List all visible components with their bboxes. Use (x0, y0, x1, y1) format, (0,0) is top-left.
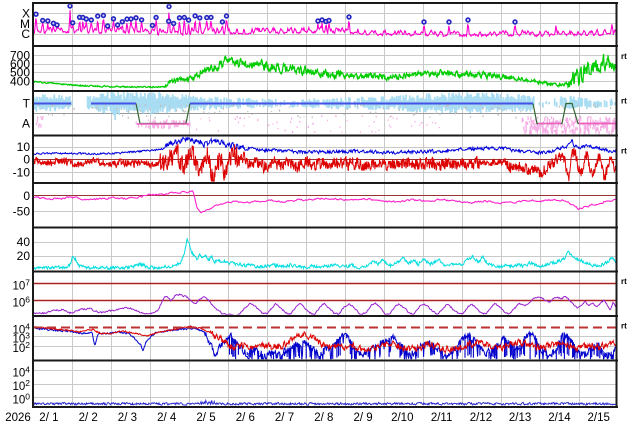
svg-text:2/ 1: 2/ 1 (39, 412, 58, 424)
svg-text:rt: rt (621, 97, 627, 106)
svg-text:400: 400 (10, 74, 30, 88)
svg-text:2/ 3: 2/ 3 (118, 412, 137, 424)
svg-text:2/ 4: 2/ 4 (157, 412, 177, 424)
svg-text:rt: rt (621, 52, 627, 61)
svg-text:rt: rt (621, 277, 627, 286)
svg-text:2/11: 2/11 (431, 412, 453, 424)
svg-text:600: 600 (10, 57, 30, 71)
svg-text:2/12: 2/12 (470, 412, 492, 424)
svg-text:-50: -50 (13, 205, 31, 219)
svg-text:2/13: 2/13 (509, 412, 531, 424)
svg-text:rt: rt (621, 322, 627, 331)
svg-text:X: X (22, 7, 30, 21)
svg-text:0: 0 (23, 153, 30, 167)
svg-text:2/ 8: 2/ 8 (314, 412, 333, 424)
svg-text:2/14: 2/14 (548, 412, 571, 424)
svg-text:rt: rt (621, 147, 627, 156)
svg-text:20: 20 (17, 249, 31, 263)
svg-text:-10: -10 (13, 166, 31, 180)
svg-text:2/ 6: 2/ 6 (236, 412, 255, 424)
svg-text:10: 10 (17, 140, 31, 154)
svg-text:2026: 2026 (5, 412, 31, 424)
svg-text:C: C (21, 27, 30, 41)
svg-text:2/ 7: 2/ 7 (275, 412, 294, 424)
svg-text:2/10: 2/10 (391, 412, 413, 424)
svg-text:0: 0 (23, 189, 30, 203)
svg-text:M: M (20, 17, 30, 31)
svg-text:2/ 2: 2/ 2 (79, 412, 98, 424)
svg-text:T: T (23, 97, 31, 111)
svg-text:A: A (22, 117, 30, 131)
svg-text:2/ 5: 2/ 5 (196, 412, 215, 424)
svg-text:2/ 9: 2/ 9 (354, 412, 373, 424)
svg-text:40: 40 (17, 235, 31, 249)
svg-text:700: 700 (10, 49, 30, 63)
svg-text:500: 500 (10, 66, 30, 80)
svg-text:2/15: 2/15 (588, 412, 610, 424)
